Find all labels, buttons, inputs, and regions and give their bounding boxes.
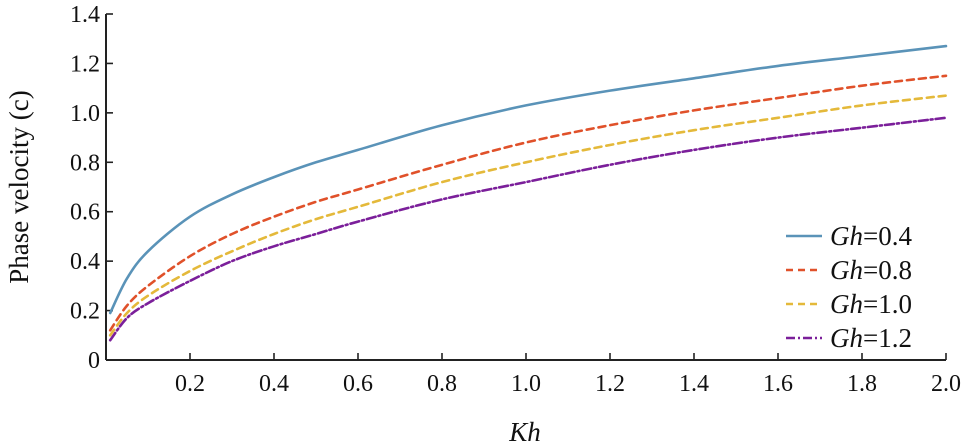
series-line-2 (108, 74, 948, 332)
x-tick-label: 1.0 (511, 371, 541, 397)
legend-label-2: Gh=0.8 (830, 255, 912, 285)
y-tick-label: 1.0 (70, 101, 100, 127)
y-tick-label: 0 (88, 348, 100, 374)
y-tick-label: 0.6 (70, 200, 100, 226)
axes: 0 0.2 0.4 0.6 0.8 1.0 1.2 1.4 0.2 0.4 0.6 0.8 1.0 1.2… (70, 2, 961, 397)
plot-area (108, 44, 948, 342)
x-tick-label: 2.0 (931, 371, 961, 397)
legend: Gh=0.4 Gh=0.8 Gh=1.0 Gh=1.2 (786, 221, 912, 353)
x-tick-label: 0.8 (427, 371, 457, 397)
y-tick-label: 1.4 (70, 2, 100, 28)
x-tick-label: 1.8 (847, 371, 877, 397)
y-tick-label: 0.8 (70, 150, 100, 176)
x-tick-label: 0.6 (343, 371, 373, 397)
x-tick-label: 1.4 (679, 371, 709, 397)
x-tick-label: 1.6 (763, 371, 793, 397)
legend-label-3: Gh=1.0 (830, 289, 912, 319)
y-tick-label: 1.2 (70, 51, 100, 77)
series-line-1 (108, 44, 948, 315)
y-tick-label: 0.2 (70, 299, 100, 325)
legend-label-4: Gh=1.2 (830, 323, 912, 353)
y-axis-title: Phase velocity (c) (4, 90, 34, 283)
legend-label-1: Gh=0.4 (830, 221, 912, 251)
x-tick-label: 0.4 (259, 371, 289, 397)
y-tick-label: 0.4 (70, 249, 100, 275)
series-line-3 (108, 94, 948, 337)
x-axis-title: Kh (508, 417, 541, 447)
x-tick-label: 0.2 (175, 371, 205, 397)
x-tick-label: 1.2 (595, 371, 625, 397)
series-line-4 (108, 116, 948, 342)
